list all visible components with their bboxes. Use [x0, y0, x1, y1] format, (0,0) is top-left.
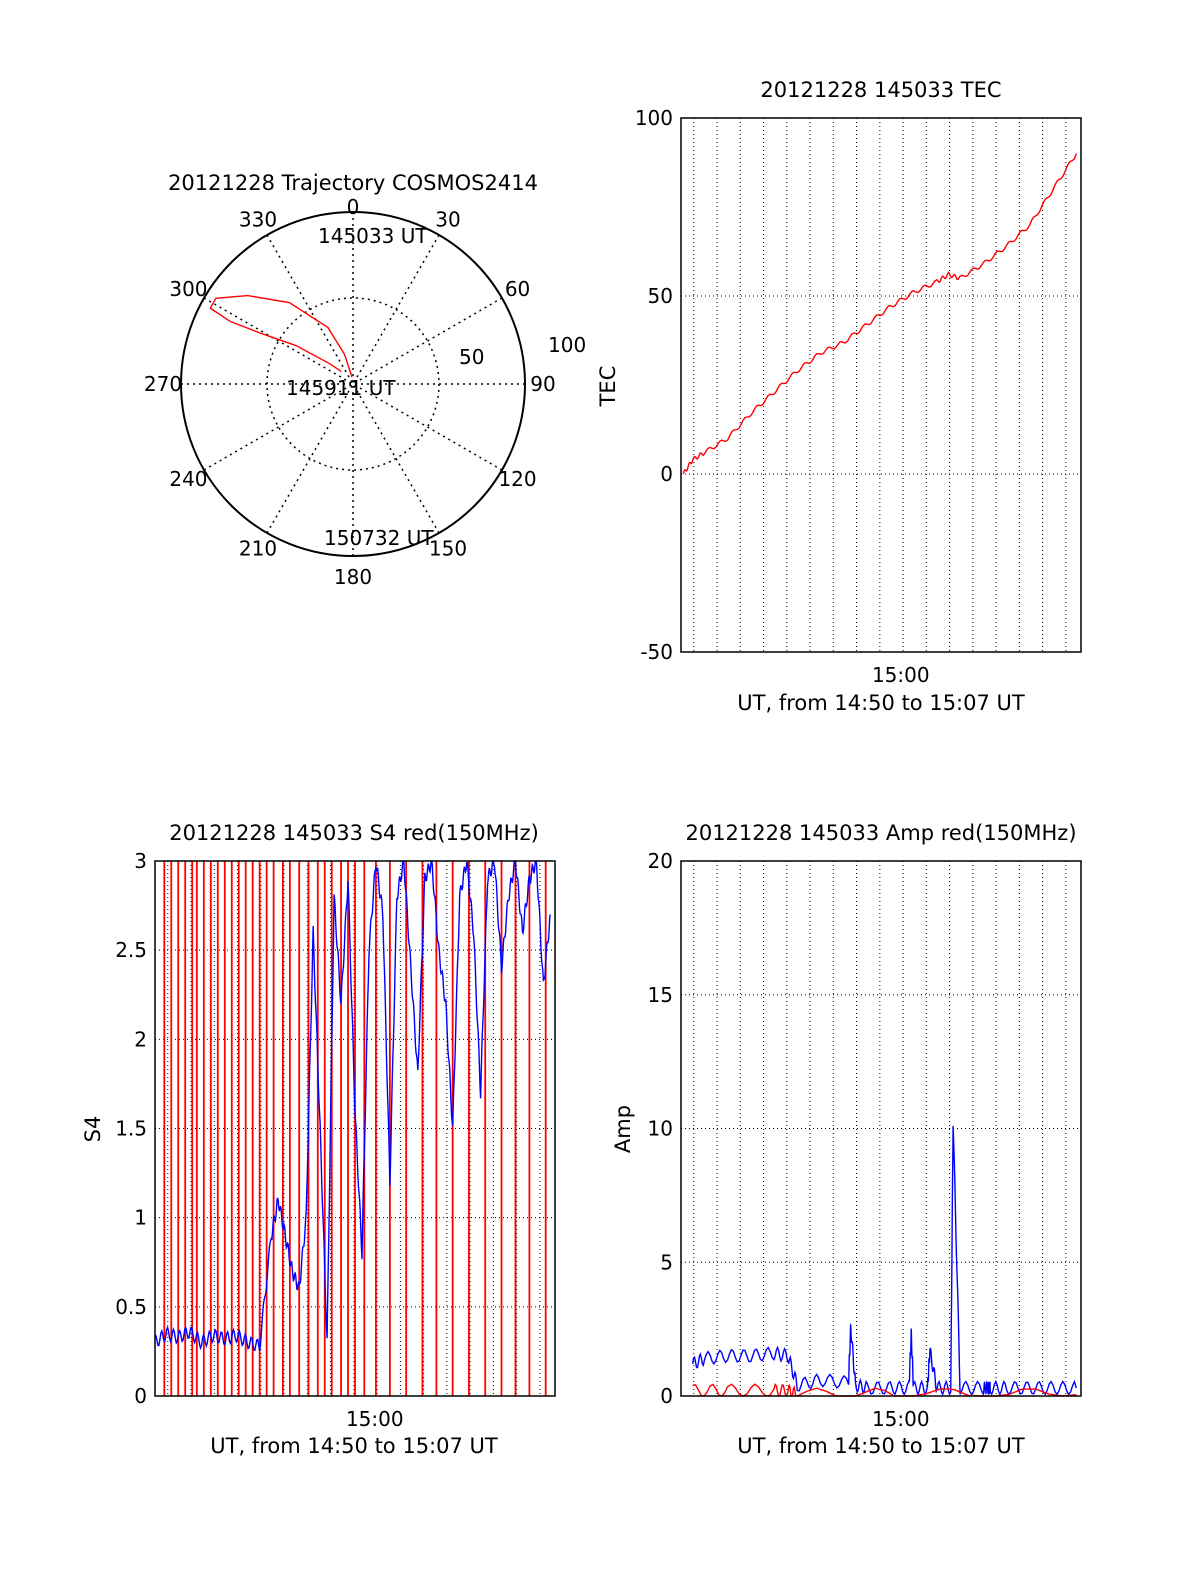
y-tick-label: 50 — [648, 284, 673, 308]
plot-frame — [680, 860, 1082, 1397]
y-tick-label: 1.5 — [115, 1117, 147, 1141]
polar-annotation-mid: 145911 UT — [286, 376, 396, 400]
amp-ylabel: Amp — [611, 1105, 635, 1153]
y-tick-label: 2.5 — [115, 938, 147, 962]
polar-azimuth-label: 330 — [239, 207, 277, 231]
tec-ylabel: TEC — [596, 366, 620, 408]
polar-plot: 20121228 Trajectory COSMOS2414 0 30 60 90 12… — [144, 171, 586, 589]
polar-annotation-end: 150732 UT — [324, 526, 434, 550]
polar-azimuth-label: 150 — [429, 537, 467, 561]
polar-radial-label-100: 100 — [548, 333, 586, 357]
polar-azimuth-labels: 0 30 60 90 120 150 180 210 240 270 300 330 — [144, 195, 556, 589]
series-line — [154, 860, 552, 1352]
y-tick-label: 15 — [648, 983, 673, 1007]
polar-azimuth-label: 240 — [169, 467, 207, 491]
tec-xlabel: UT, from 14:50 to 15:07 UT — [737, 691, 1025, 715]
polar-radial-label-50: 50 — [459, 345, 484, 369]
polar-annotation-start: 145033 UT — [318, 224, 428, 248]
y-tick-label: 1 — [134, 1206, 147, 1230]
x-tick-label: 15:00 — [872, 1407, 930, 1431]
s4-xlabel: UT, from 14:50 to 15:07 UT — [210, 1434, 498, 1458]
y-tick-label: 2 — [134, 1027, 147, 1051]
y-tick-label: 20 — [648, 849, 673, 873]
tec-plot: 20121228 145033 TEC TEC UT, from 14:50 t… — [596, 78, 1082, 715]
polar-trajectory-line — [209, 294, 353, 378]
amp-plot: 20121228 145033 Amp red(150MHz) Amp UT, … — [611, 821, 1082, 1458]
plot-frame — [154, 860, 556, 1397]
x-tick-label: 15:00 — [872, 663, 930, 687]
y-tick-label: 0 — [134, 1384, 147, 1408]
amp-xlabel: UT, from 14:50 to 15:07 UT — [737, 1434, 1025, 1458]
polar-azimuth-label: 270 — [144, 372, 182, 396]
y-tick-label: -50 — [640, 640, 673, 664]
y-tick-label: 0.5 — [115, 1295, 147, 1319]
plot-frame — [680, 117, 1082, 653]
x-tick-label: 15:00 — [346, 1407, 404, 1431]
y-tick-label: 10 — [648, 1117, 673, 1141]
s4-ylabel: S4 — [81, 1116, 105, 1143]
y-tick-label: 5 — [660, 1250, 673, 1274]
y-tick-label: 3 — [134, 849, 147, 873]
series-line — [691, 1125, 1078, 1397]
polar-azimuth-label: 60 — [505, 277, 530, 301]
polar-azimuth-label: 180 — [334, 565, 372, 589]
polar-azimuth-label: 0 — [347, 195, 360, 219]
series-line — [682, 153, 1078, 475]
amp-title: 20121228 145033 Amp red(150MHz) — [685, 821, 1076, 845]
y-tick-label: 0 — [660, 462, 673, 486]
polar-azimuth-label: 210 — [239, 537, 277, 561]
s4-plot: 20121228 145033 S4 red(150MHz) S4 UT, fr… — [81, 821, 556, 1458]
polar-azimuth-label: 30 — [435, 207, 460, 231]
y-tick-label: 100 — [635, 106, 673, 130]
polar-title: 20121228 Trajectory COSMOS2414 — [168, 171, 538, 195]
s4-title: 20121228 145033 S4 red(150MHz) — [169, 821, 539, 845]
polar-grid — [180, 211, 526, 557]
tec-title: 20121228 145033 TEC — [760, 78, 1001, 102]
polar-azimuth-label: 300 — [169, 277, 207, 301]
polar-azimuth-label: 90 — [530, 372, 555, 396]
y-tick-label: 0 — [660, 1384, 673, 1408]
polar-azimuth-label: 120 — [498, 467, 536, 491]
